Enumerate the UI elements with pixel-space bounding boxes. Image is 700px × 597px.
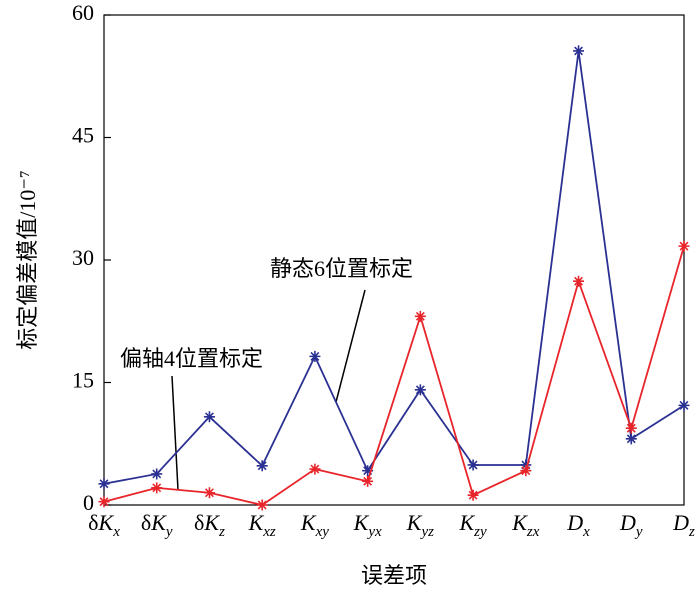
point-marker: [309, 463, 321, 475]
x-tick-label: Dy: [619, 510, 643, 540]
point-marker: [414, 384, 426, 396]
point-marker: [256, 460, 268, 472]
point-marker: [467, 459, 479, 471]
x-tick-label: Kyx: [353, 510, 382, 540]
x-tick-label: δKx: [88, 510, 120, 540]
point-marker: [678, 240, 690, 252]
y-tick-label: 60: [72, 0, 94, 25]
point-marker: [203, 411, 215, 423]
point-marker: [98, 478, 110, 490]
y-tick-label: 30: [72, 245, 94, 270]
point-marker: [467, 489, 479, 501]
point-marker: [414, 310, 426, 322]
x-tick-label: Kxz: [248, 510, 276, 540]
x-tick-label: Kyz: [406, 510, 434, 540]
point-marker: [625, 422, 637, 434]
point-marker: [256, 499, 268, 511]
x-tick-label: Dz: [672, 510, 695, 540]
x-axis-label: 误差项: [361, 563, 427, 588]
x-tick-label: δKy: [141, 510, 173, 540]
point-marker: [362, 475, 374, 487]
series-annotation: 静态6位置标定: [270, 256, 413, 281]
point-marker: [203, 487, 215, 499]
point-marker: [520, 459, 532, 471]
y-tick-label: 15: [72, 368, 94, 393]
x-tick-label: δKz: [194, 510, 225, 540]
point-marker: [151, 482, 163, 494]
annotation-leader: [335, 289, 366, 403]
x-tick-label: Kzx: [511, 510, 540, 540]
point-marker: [573, 275, 585, 287]
x-tick-label: Kzy: [458, 510, 487, 540]
point-marker: [625, 433, 637, 445]
x-tick-label: Kxy: [300, 510, 329, 540]
point-marker: [678, 399, 690, 411]
annotation-leader: [171, 375, 179, 491]
point-marker: [98, 496, 110, 508]
series-annotation: 偏轴4位置标定: [120, 346, 263, 371]
series-line: [103, 50, 685, 485]
x-tick-label: Dx: [566, 510, 590, 540]
point-marker: [362, 465, 374, 477]
series-line: [103, 245, 685, 506]
point-marker: [151, 468, 163, 480]
point-marker: [573, 45, 585, 57]
point-marker: [309, 350, 321, 362]
point-marker: [520, 465, 532, 477]
y-axis-label: 标定偏差模值/10⁻⁷: [15, 170, 40, 349]
y-tick-label: 45: [72, 123, 94, 148]
y-tick-label: 0: [83, 490, 94, 515]
